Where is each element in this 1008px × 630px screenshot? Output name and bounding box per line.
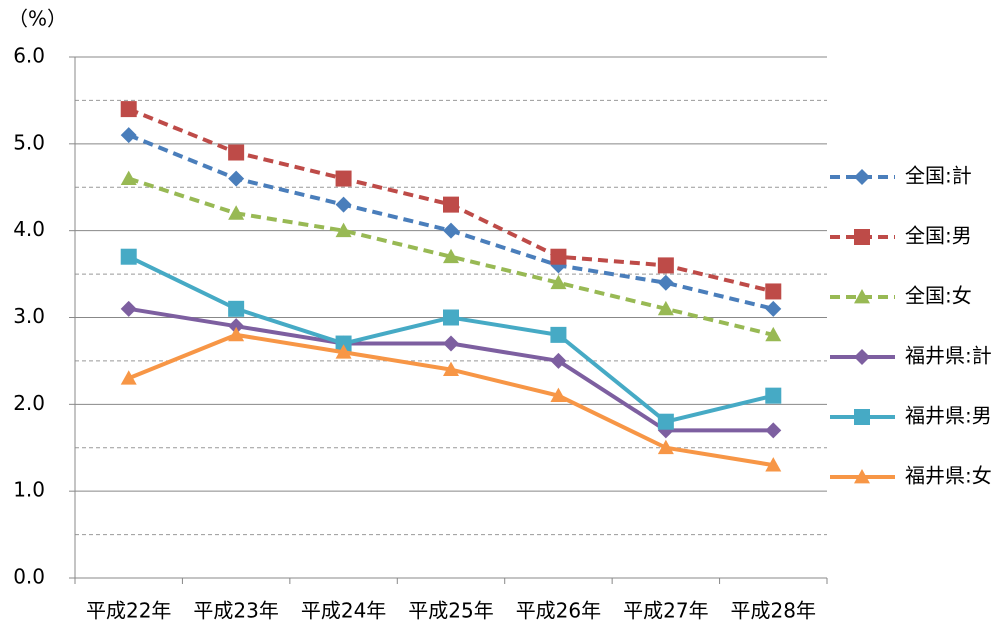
marker bbox=[443, 222, 459, 239]
marker bbox=[120, 370, 137, 385]
x-tick-label: 平成27年 bbox=[623, 599, 708, 623]
marker bbox=[228, 205, 245, 220]
marker bbox=[765, 457, 782, 472]
marker bbox=[120, 170, 137, 185]
marker bbox=[443, 361, 459, 376]
y-unit: （%） bbox=[8, 7, 67, 31]
legend-marker bbox=[854, 289, 870, 304]
marker bbox=[657, 413, 674, 430]
marker bbox=[657, 257, 674, 274]
marker bbox=[657, 274, 674, 291]
legend-label: 福井県:女 bbox=[905, 464, 992, 488]
legend-marker bbox=[854, 469, 870, 484]
marker bbox=[550, 352, 567, 369]
y-tick-label: 1.0 bbox=[13, 478, 45, 502]
marker bbox=[335, 170, 352, 187]
y-tick-label: 6.0 bbox=[13, 44, 45, 68]
marker bbox=[335, 335, 352, 352]
marker bbox=[228, 326, 245, 342]
legend-marker bbox=[854, 229, 870, 245]
legend-label: 全国:計 bbox=[905, 164, 972, 188]
marker bbox=[120, 248, 137, 265]
y-tick-label: 2.0 bbox=[13, 391, 45, 415]
marker bbox=[228, 144, 245, 161]
marker bbox=[443, 309, 459, 326]
marker bbox=[335, 344, 352, 359]
marker bbox=[657, 439, 674, 455]
marker bbox=[443, 196, 459, 213]
marker bbox=[120, 127, 137, 144]
legend-label: 福井県:男 bbox=[905, 404, 992, 428]
y-tick-label: 4.0 bbox=[13, 217, 45, 241]
legend-label: 全国:女 bbox=[905, 284, 972, 308]
marker bbox=[443, 248, 459, 264]
legend-label: 福井県:計 bbox=[905, 344, 992, 368]
x-tick-label: 平成26年 bbox=[516, 599, 601, 623]
marker bbox=[765, 283, 782, 300]
x-tick-label: 平成24年 bbox=[301, 599, 386, 623]
y-tick-label: 0.0 bbox=[13, 565, 45, 589]
marker bbox=[120, 101, 137, 118]
x-tick-label: 平成22年 bbox=[86, 599, 171, 623]
marker bbox=[550, 387, 567, 403]
legend-marker bbox=[854, 349, 870, 365]
marker bbox=[765, 300, 782, 317]
marker bbox=[228, 318, 245, 335]
series-line bbox=[127, 133, 774, 311]
marker bbox=[335, 222, 352, 238]
marker bbox=[765, 387, 782, 404]
x-tick-label: 平成28年 bbox=[731, 599, 816, 623]
marker bbox=[228, 300, 245, 317]
legend-marker bbox=[854, 409, 870, 425]
series-line bbox=[127, 332, 774, 468]
marker bbox=[550, 248, 567, 265]
marker bbox=[657, 300, 674, 316]
marker bbox=[443, 335, 459, 352]
x-tick-label: 平成23年 bbox=[193, 599, 278, 623]
marker bbox=[765, 422, 782, 439]
marker bbox=[120, 300, 137, 317]
marker bbox=[550, 326, 567, 343]
marker bbox=[550, 274, 567, 290]
legend-marker bbox=[854, 169, 870, 185]
legend-label: 全国:男 bbox=[905, 224, 972, 248]
y-tick-label: 5.0 bbox=[13, 130, 45, 154]
y-tick-label: 3.0 bbox=[13, 304, 45, 328]
marker bbox=[335, 196, 352, 213]
marker bbox=[765, 326, 782, 342]
marker bbox=[228, 170, 245, 187]
x-tick-label: 平成25年 bbox=[408, 599, 493, 623]
